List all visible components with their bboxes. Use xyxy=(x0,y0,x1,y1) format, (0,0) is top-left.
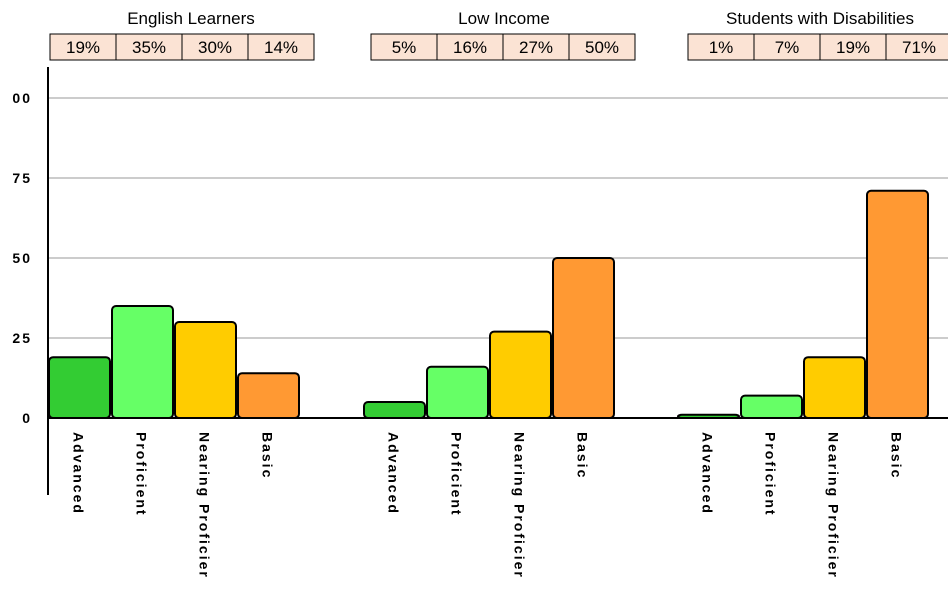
percent-label: 50% xyxy=(585,38,619,57)
category-label: Advanced xyxy=(71,432,87,515)
bar-proficient xyxy=(740,394,803,420)
y-tick-label: 25 xyxy=(12,330,32,346)
group-title: English Learners xyxy=(127,9,255,28)
percent-label: 27% xyxy=(519,38,553,57)
gridlines xyxy=(48,97,948,339)
bar-nearing-proficient xyxy=(174,321,237,419)
percent-label: 35% xyxy=(132,38,166,57)
y-tick-label: 0 xyxy=(22,410,32,426)
bar-proficient xyxy=(111,305,174,419)
percent-box xyxy=(436,33,504,61)
bar-advanced xyxy=(677,413,740,419)
percent-label: 30% xyxy=(198,38,232,57)
axes: 00 75 50 25 0 xyxy=(12,67,948,495)
category-label: Advanced xyxy=(700,432,716,515)
labels: English Learners 19% 35% 30% 14% Advanced Prof… xyxy=(49,9,948,579)
category-label: Nearing Proficier xyxy=(826,432,842,579)
percent-box xyxy=(502,33,570,61)
percent-label: 19% xyxy=(836,38,870,57)
percent-label: 14% xyxy=(264,38,298,57)
bar-advanced xyxy=(363,401,426,419)
percent-label: 71% xyxy=(902,38,936,57)
percent-box xyxy=(49,33,117,61)
percent-box xyxy=(819,33,887,61)
category-label: Nearing Proficier xyxy=(197,432,213,579)
category-label: Advanced xyxy=(386,432,402,515)
group-title: Students with Disabilities xyxy=(726,9,914,28)
bar-nearing-proficient xyxy=(489,330,552,420)
percent-label: 19% xyxy=(66,38,100,57)
bar-basic xyxy=(552,257,615,419)
category-label: Nearing Proficier xyxy=(512,432,528,579)
bar-proficient xyxy=(426,365,489,419)
category-label: Basic xyxy=(889,432,905,479)
percent-label: 1% xyxy=(709,38,734,57)
category-label: Proficient xyxy=(449,432,465,517)
percent-box xyxy=(753,33,821,61)
category-label: Basic xyxy=(575,432,591,479)
percent-label: 5% xyxy=(392,38,417,57)
bar-basic xyxy=(237,372,300,420)
y-tick-label: 75 xyxy=(12,170,32,186)
bars xyxy=(48,189,929,420)
category-label: Basic xyxy=(260,432,276,479)
group-title: Low Income xyxy=(458,9,550,28)
percent-label: 7% xyxy=(775,38,800,57)
bar-nearing-proficient xyxy=(803,356,866,420)
y-tick-label: 00 xyxy=(12,90,32,106)
category-label: Proficient xyxy=(134,432,150,517)
y-tick-label: 50 xyxy=(12,250,32,266)
percent-box xyxy=(370,33,438,61)
category-label: Proficient xyxy=(763,432,779,517)
bar-basic xyxy=(866,189,929,419)
bar-advanced xyxy=(48,356,111,420)
percent-label: 16% xyxy=(453,38,487,57)
percent-box xyxy=(687,33,755,61)
percent-box xyxy=(247,33,315,61)
percent-box xyxy=(885,33,948,61)
percent-box xyxy=(568,33,636,61)
